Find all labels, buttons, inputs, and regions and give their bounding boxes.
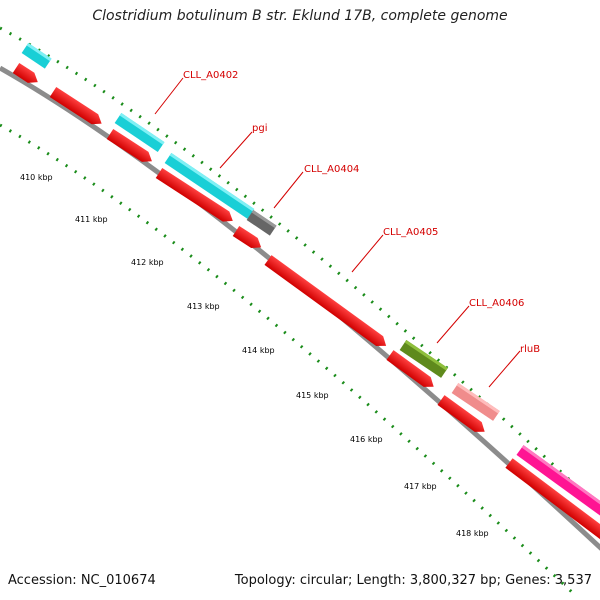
leader-rlub	[488, 350, 521, 388]
gene-rlub[interactable]	[451, 383, 500, 421]
gene-cll-a0406[interactable]	[399, 340, 448, 378]
gene-cyan-1[interactable]	[21, 43, 52, 69]
inner-tick-track	[0, 123, 577, 597]
label-leaders	[154, 77, 521, 388]
cds-arrow-5[interactable]	[232, 225, 265, 252]
gene-label-rlub: rluB	[520, 344, 540, 355]
kbp-label-413: 413 kbp	[187, 302, 220, 311]
cds-arrow-3[interactable]	[106, 128, 155, 166]
accession-text: Accession: NC_010674	[8, 573, 156, 588]
leader-cll-a0404	[273, 171, 304, 209]
cds-arrow-4[interactable]	[155, 167, 236, 226]
gene-pgi[interactable]	[164, 153, 255, 219]
gene-label-cll-a0404: CLL_A0404	[304, 164, 359, 175]
kbp-label-417: 417 kbp	[404, 482, 437, 491]
leader-cll-a0406	[436, 305, 470, 344]
cds-arrow-8[interactable]	[437, 395, 488, 436]
cds-arrow-6[interactable]	[264, 255, 389, 351]
kbp-label-416: 416 kbp	[350, 435, 383, 444]
gene-cll-a0402[interactable]	[114, 113, 165, 153]
kbp-label-415: 415 kbp	[296, 391, 329, 400]
gene-magenta[interactable]	[516, 445, 600, 520]
leader-cll-a0402	[154, 77, 184, 115]
gene-label-cll-a0406: CLL_A0406	[469, 298, 524, 309]
map-title: Clostridium botulinum B str. Eklund 17B,…	[92, 8, 508, 24]
cds-arrow-1[interactable]	[12, 62, 41, 87]
cds-arrow-7[interactable]	[386, 350, 437, 391]
gene-cll-a0404[interactable]	[246, 210, 277, 236]
topology-text: Topology: circular; Length: 3,800,327 bp…	[234, 573, 592, 588]
gene-label-cll-a0405: CLL_A0405	[383, 227, 438, 238]
leader-pgi	[219, 131, 253, 169]
gene-label-cll-a0402: CLL_A0402	[183, 70, 238, 81]
gene-label-pgi: pgi	[252, 123, 267, 134]
kbp-label-411: 411 kbp	[75, 215, 108, 224]
outer-tick-track	[0, 26, 600, 510]
leader-cll-a0405	[351, 234, 384, 273]
kbp-label-418: 418 kbp	[456, 529, 489, 538]
kbp-label-414: 414 kbp	[242, 346, 275, 355]
kbp-label-412: 412 kbp	[131, 258, 164, 267]
genome-backbone	[0, 65, 600, 551]
kbp-label-410: 410 kbp	[20, 173, 53, 182]
cds-arrow-9[interactable]	[505, 458, 600, 545]
cds-arrow-2[interactable]	[49, 86, 105, 129]
